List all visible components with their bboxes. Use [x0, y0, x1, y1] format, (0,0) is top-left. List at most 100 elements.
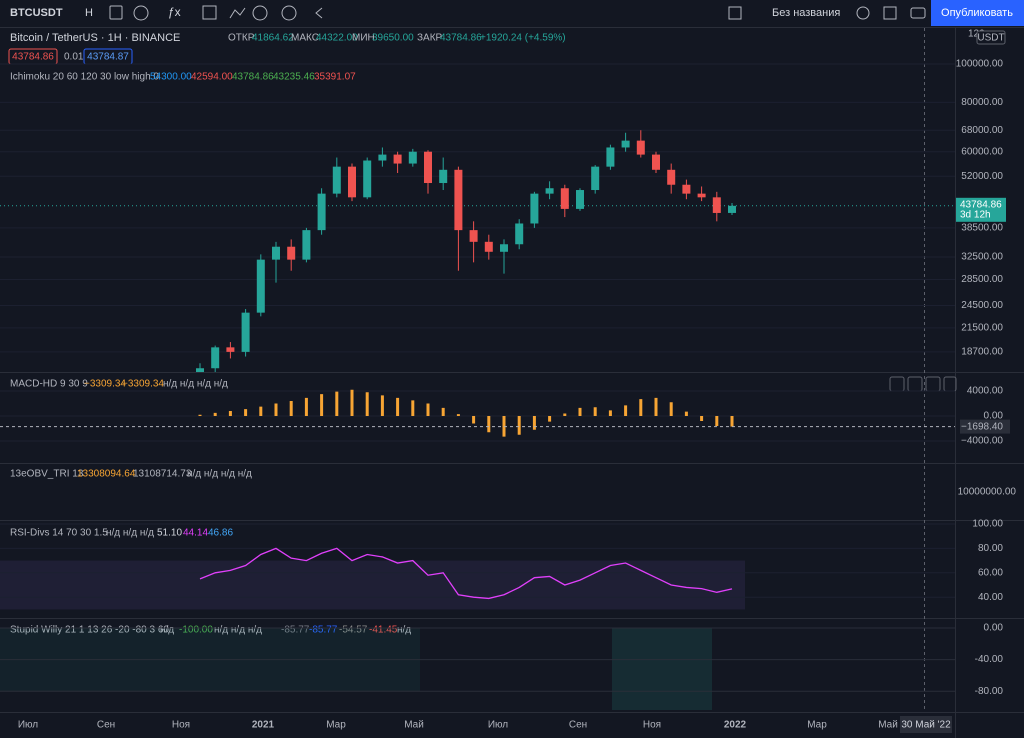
ichimoku-name: Ichimoku 20 60 120 30 low high 0 [10, 72, 159, 83]
macd-bar [593, 407, 597, 416]
icon-replay[interactable] [252, 5, 268, 21]
time-label: Мар [326, 720, 346, 731]
time-label: 2022 [724, 720, 747, 731]
candle-body [652, 154, 660, 170]
time-label: Ноя [172, 720, 190, 731]
price-tick-label: 21500.00 [961, 323, 1003, 334]
macd-bar [532, 416, 536, 430]
candle-body [363, 160, 372, 198]
icon-fx[interactable]: ƒx [168, 5, 181, 19]
time-label: Май [404, 720, 424, 731]
icon-bars[interactable] [109, 5, 123, 20]
macd-na: н/д н/д н/д н/д [163, 379, 228, 390]
willy-tick-label: -80.00 [975, 686, 1004, 697]
legend-value: 39650.00 [372, 33, 414, 44]
candle-body [667, 169, 676, 185]
interval[interactable]: Н [85, 7, 93, 19]
cursor-time: 30 Май '22 [901, 720, 951, 731]
time-label: 2021 [252, 720, 275, 731]
macd-bar [639, 399, 643, 416]
toolbar-icons [109, 5, 926, 21]
icon-fullscreen[interactable] [883, 6, 897, 20]
macd-bar [304, 397, 308, 416]
icon-undo[interactable] [315, 7, 323, 19]
icon-compare[interactable] [229, 7, 246, 19]
willy-na: н/д н/д н/д [214, 625, 262, 636]
macd-bar [441, 407, 445, 416]
macd-bar [228, 411, 232, 416]
macd-bar [548, 416, 552, 422]
candle-body [515, 223, 524, 245]
rsi-tick-label: 60.00 [978, 567, 1003, 578]
currency-box[interactable] [976, 30, 1006, 45]
macd-bar [669, 402, 673, 416]
rsi-tick-label: 80.00 [978, 543, 1003, 554]
macd-bar [289, 401, 293, 416]
willy-na: н/д [397, 625, 411, 636]
candle-body [408, 151, 417, 164]
willy-zone [612, 628, 712, 710]
bid[interactable]: 43784.86 [12, 52, 54, 63]
macd-bar [654, 397, 658, 416]
icon-snapshot[interactable] [910, 7, 926, 19]
macd-value: −3309.34 [84, 379, 126, 390]
willy-value: -85.77 [281, 625, 310, 636]
willy-tick-label: 0.00 [984, 623, 1004, 634]
price-tick-label: 32500.00 [961, 252, 1003, 263]
macd-bar [198, 414, 202, 416]
macd-value: −3309.34 [122, 379, 164, 390]
macd-bar [365, 392, 369, 416]
legend-change: +1920.24 (+4.59%) [480, 33, 566, 44]
candle-body [636, 140, 645, 155]
candle-body [712, 197, 721, 213]
macd-bar [624, 405, 628, 416]
ichimoku-value: 43235.46 [273, 72, 315, 83]
legend-value: 41864.62 [252, 33, 294, 44]
candle-body [287, 246, 296, 260]
toolbar [0, 0, 1024, 27]
icon-settings[interactable] [856, 6, 870, 20]
macd-bar [274, 403, 278, 416]
candle-body [606, 147, 615, 167]
legend-label: МИН [352, 33, 375, 44]
icon-clock[interactable] [281, 5, 297, 21]
candle-body [332, 166, 341, 194]
willy-value: -100.00 [179, 625, 213, 636]
publish-label[interactable]: Опубликовать [941, 7, 1013, 19]
symbol[interactable]: BTCUSDT [10, 7, 63, 19]
obv-tick-label: 10000000.00 [958, 487, 1017, 498]
macd-last-tag [960, 419, 1010, 434]
candle-body [226, 347, 235, 352]
countdown: 3d 12h [960, 209, 991, 220]
last-price-tag [956, 197, 1006, 222]
currency[interactable]: USDT [977, 33, 1004, 44]
candle-body [500, 244, 508, 252]
legend-label: ОТКР [228, 33, 255, 44]
icon-add[interactable] [133, 5, 149, 21]
candle-body [241, 312, 250, 352]
legend-label: МАКС [291, 33, 319, 44]
icon-alert[interactable] [202, 5, 217, 20]
macd-bar [487, 416, 491, 433]
price-tick-label: 60000.00 [961, 146, 1003, 157]
macd-bar [335, 391, 339, 416]
rsi-tick-label: 40.00 [978, 592, 1003, 603]
macd-bar [715, 416, 719, 426]
macd-bar [456, 414, 460, 416]
candle-body [560, 188, 569, 209]
willy-na: н/д [160, 625, 174, 636]
price-tick-label: 52000.00 [961, 171, 1003, 182]
macd-bar [244, 409, 248, 416]
spread: 0.01 [64, 52, 84, 63]
candle-body [697, 193, 706, 198]
layout-name[interactable]: Без названия [772, 7, 840, 19]
ask[interactable]: 43784.87 [87, 52, 129, 63]
candle-body [728, 205, 736, 213]
price-tick-label: 28500.00 [961, 274, 1003, 285]
macd-tick-label: 4000.00 [967, 386, 1004, 397]
icon-layout[interactable] [728, 6, 742, 20]
macd-tick-label: −4000.00 [961, 436, 1003, 447]
publish-button[interactable] [931, 0, 1024, 26]
candle-body [439, 169, 448, 184]
